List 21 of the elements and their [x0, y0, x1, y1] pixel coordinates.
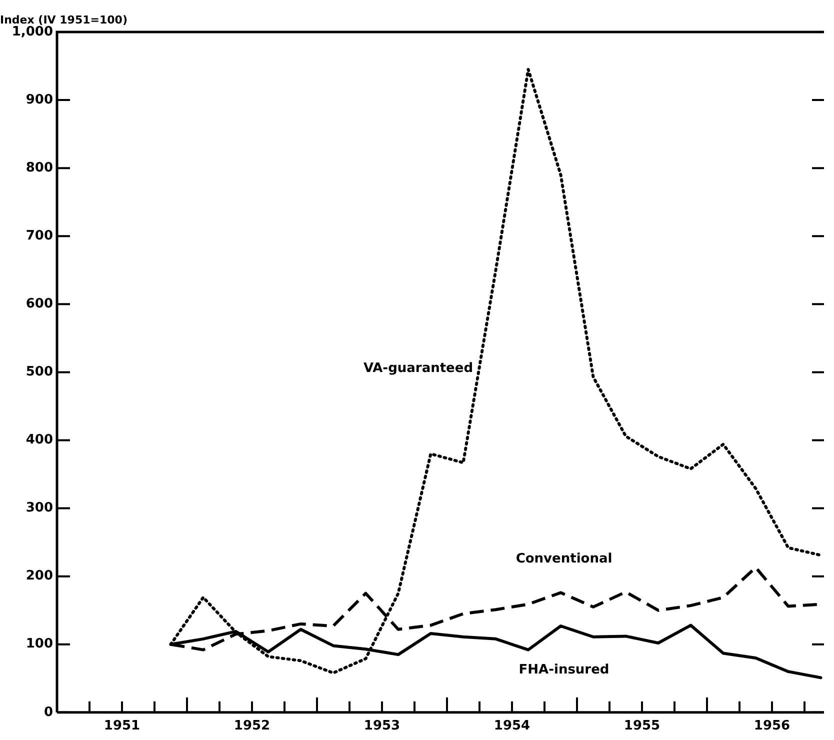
x-tick-label: 1955	[624, 718, 660, 734]
y-tick-label: 600	[26, 296, 53, 312]
y-tick-label: 200	[26, 568, 53, 584]
text: Conventional	[516, 552, 612, 567]
y-tick-label: 400	[26, 432, 53, 448]
x-tick-label: 1956	[754, 718, 790, 734]
y-axis-title: Index (IV 1951=100)	[0, 13, 128, 26]
x-tick-label: 1953	[364, 718, 400, 734]
y-tick-label: 100	[26, 636, 53, 652]
x-tick-label: 1952	[234, 718, 270, 734]
y-tick-label: 300	[26, 500, 53, 516]
series-label: VA-guaranteed	[363, 361, 473, 376]
series-label: FHA-insured	[518, 662, 610, 678]
y-tick-label: 700	[26, 228, 53, 244]
x-tick-label: 1951	[104, 718, 140, 734]
y-tick-label: 800	[26, 160, 53, 176]
x-tick-label: 1954	[494, 718, 530, 734]
y-tick-label: 0	[44, 704, 53, 720]
y-tick-label: 1,000	[12, 24, 53, 40]
y-tick-label: 500	[26, 364, 53, 380]
y-tick-label: 900	[26, 92, 53, 108]
